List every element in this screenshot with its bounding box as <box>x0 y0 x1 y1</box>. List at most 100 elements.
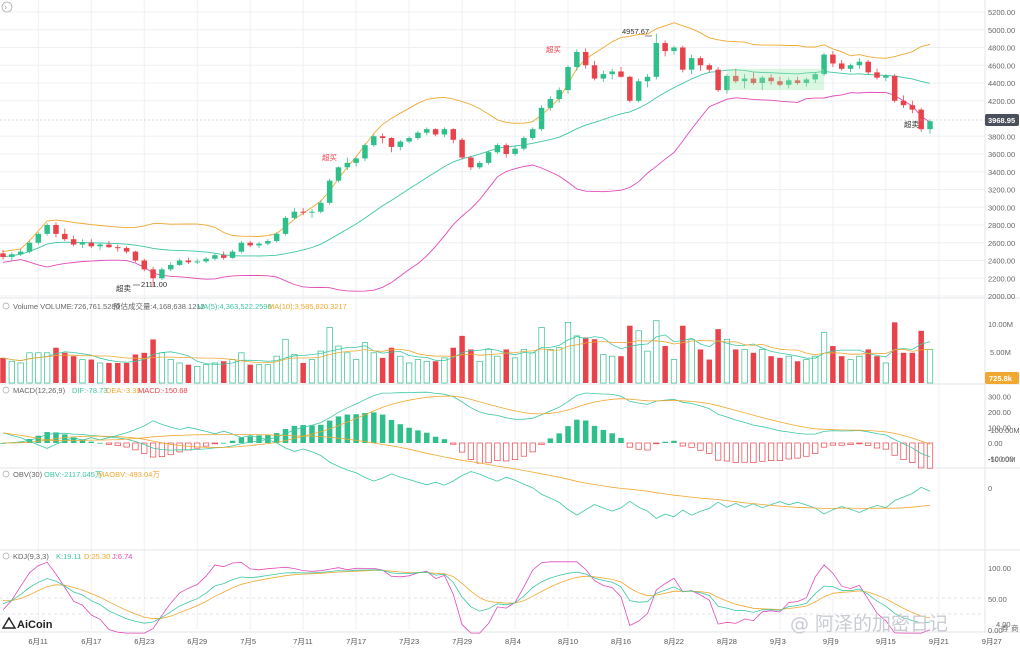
extra-axis-char-2: 商 <box>1011 623 1019 633</box>
macd-bar <box>565 426 571 443</box>
candle-body <box>159 269 165 279</box>
volume-bar <box>794 361 801 383</box>
macd-bar <box>900 442 907 460</box>
macd-bar <box>114 442 121 446</box>
volume-bar <box>529 352 536 384</box>
volume-bar <box>644 350 651 384</box>
price-tick-label: 4600.00 <box>988 61 1015 70</box>
volume-bar <box>317 350 324 384</box>
header-menu[interactable]: › <box>1 1 13 13</box>
volume-bar <box>273 355 280 384</box>
volume-bar <box>591 339 598 383</box>
volume-bar <box>909 352 916 383</box>
macd-bar <box>371 412 377 443</box>
volume-bar <box>0 357 6 383</box>
volume-badge-bg <box>985 372 1019 384</box>
volume-bar <box>803 359 810 384</box>
macd-bar <box>671 440 677 443</box>
volume-bar <box>468 349 474 383</box>
candle-body <box>388 138 395 147</box>
candle-body <box>53 225 59 234</box>
macd-bar <box>847 442 854 445</box>
macd-bar <box>503 442 510 462</box>
volume-bar <box>697 349 704 383</box>
kdj-j-line <box>2 561 931 634</box>
candle-body <box>353 158 359 163</box>
obv-axis: 0 -50.00M -100.00M <box>988 426 1020 493</box>
price-axis: 5200.00 5000.00 4800.00 4600.00 4400.00 4200.… <box>988 8 1015 301</box>
volume-bar <box>820 332 828 384</box>
circle-chevron-icon[interactable] <box>1 1 13 13</box>
candle-body <box>282 217 289 234</box>
macd-bar <box>538 442 545 445</box>
candle-body <box>671 47 677 52</box>
macd-bar <box>574 419 580 443</box>
volume-bar <box>547 349 554 384</box>
maobv-line <box>2 432 931 509</box>
macd-bar <box>635 442 642 450</box>
macd-bar <box>873 442 881 449</box>
volume-bar <box>627 325 633 383</box>
macd-bar <box>688 442 695 448</box>
date-tick-label: 9月27 <box>982 637 1002 646</box>
volume-legend: Volume VOLUME:726,761.5280 预估成交量:4,168,6… <box>2 301 347 311</box>
date-tick-label: 8月4 <box>505 637 521 646</box>
kdj-settings-icon[interactable] <box>2 552 10 560</box>
macd-dif-line <box>2 391 931 458</box>
macd-bar <box>812 442 819 454</box>
macd-bar <box>609 433 615 443</box>
candle-body <box>194 261 200 263</box>
volume-bar <box>573 335 580 384</box>
obv-tick-label: -100.00M <box>988 426 1020 435</box>
volume-ma-lines <box>2 334 931 365</box>
macd-settings-icon[interactable] <box>2 386 10 394</box>
candle-body <box>79 242 86 245</box>
volume-bar <box>812 355 819 384</box>
volume-bar <box>255 364 263 384</box>
volume-bar <box>441 357 448 384</box>
macd-bar <box>79 439 86 443</box>
candle-body <box>556 90 562 99</box>
candle-body <box>706 65 713 70</box>
macd-bar <box>547 438 554 443</box>
kdj-legend-main: KDJ(9,3,3) <box>13 552 49 561</box>
macd-bar <box>265 434 271 443</box>
volume-bar <box>485 349 492 384</box>
macd-bar <box>767 442 775 462</box>
price-pane[interactable] <box>0 22 933 292</box>
macd-tick-label: 300.00 <box>988 393 1011 402</box>
candle-body <box>918 109 924 130</box>
consolidation-box <box>726 68 825 91</box>
candle-body <box>26 242 33 252</box>
macd-bar <box>909 442 916 463</box>
macd-bar <box>194 442 201 449</box>
candle-body <box>379 136 386 139</box>
volume-ma10-line <box>2 340 931 364</box>
watermark: @ 阿泽的加密日记 <box>790 613 948 635</box>
candle-body <box>927 121 933 130</box>
candle-body <box>644 76 651 82</box>
macd-bar <box>211 442 218 445</box>
kdj-axis: 100.00 50.00 0.00 <box>988 564 1011 635</box>
candle-body <box>185 260 192 263</box>
volume-bar <box>847 359 854 384</box>
price-tick-label: 2600.00 <box>988 239 1015 248</box>
price-tick-label: 5000.00 <box>988 26 1015 35</box>
candle-body <box>168 264 174 270</box>
macd-bar <box>662 441 668 443</box>
macd-bar <box>379 414 386 443</box>
candle-body <box>344 162 351 168</box>
price-tick-label: 4800.00 <box>988 44 1015 53</box>
date-tick-label: 7月17 <box>346 637 366 646</box>
volume-bar <box>300 362 306 383</box>
obv-settings-icon[interactable] <box>2 470 10 478</box>
candle-body <box>0 253 6 257</box>
candle-body <box>238 242 245 252</box>
volume-bar <box>423 360 430 384</box>
date-tick-label: 9月21 <box>929 637 949 646</box>
volume-bar <box>35 352 42 384</box>
candle-body <box>874 72 880 78</box>
obv-legend-main: OBV(30) <box>13 470 43 479</box>
candle-body <box>503 145 509 154</box>
volume-settings-icon[interactable] <box>2 302 10 310</box>
